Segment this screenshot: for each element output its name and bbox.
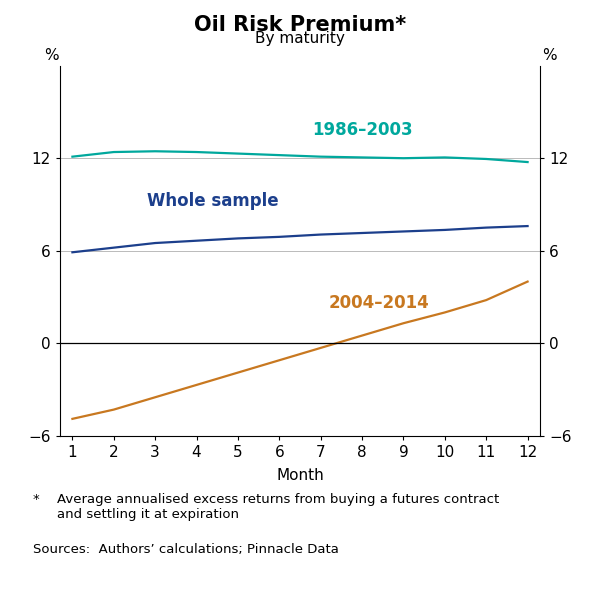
Text: Average annualised excess returns from buying a futures contract
and settling it: Average annualised excess returns from b… xyxy=(57,493,499,521)
X-axis label: Month: Month xyxy=(276,468,324,483)
Text: Sources:  Authors’ calculations; Pinnacle Data: Sources: Authors’ calculations; Pinnacle… xyxy=(33,543,339,556)
Text: 2004–2014: 2004–2014 xyxy=(329,294,430,312)
Text: Whole sample: Whole sample xyxy=(147,192,278,210)
Text: 1986–2003: 1986–2003 xyxy=(313,121,413,140)
Text: By maturity: By maturity xyxy=(255,31,345,46)
Text: %: % xyxy=(542,48,556,63)
Text: %: % xyxy=(44,48,58,63)
Text: *: * xyxy=(33,493,40,506)
Text: Oil Risk Premium*: Oil Risk Premium* xyxy=(194,15,406,35)
